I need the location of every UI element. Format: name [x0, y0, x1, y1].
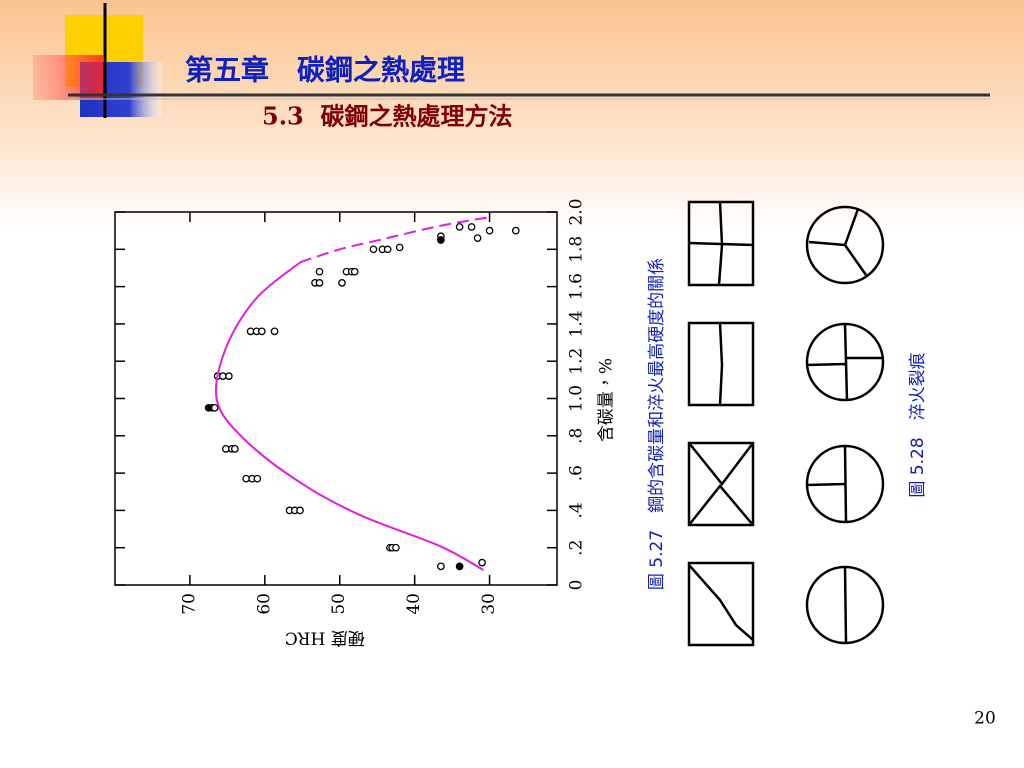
data-point	[338, 279, 346, 287]
x-tick-label: 1.6	[567, 273, 587, 300]
x-tick-label: .6	[567, 465, 587, 481]
y-tick-label: 40	[404, 593, 424, 615]
data-point	[315, 267, 324, 276]
data-point	[511, 226, 520, 235]
x-axis-label: 含碳量，%	[597, 358, 617, 442]
figure-caption: 圖 5.28 淬火裂痕	[908, 352, 928, 497]
logo	[33, 3, 990, 118]
x-tick-label: 2.0	[567, 198, 587, 225]
data-point	[437, 562, 445, 571]
data-point	[455, 223, 464, 231]
data-point	[395, 243, 404, 252]
crack-illustrations	[687, 200, 885, 647]
data-point	[437, 236, 445, 244]
data-point	[383, 245, 392, 254]
data-point	[350, 267, 359, 276]
chart: 0 .2 .4 .6 .8 1.0 1.2 1.4 1.6 1.8 2.0 70 60 50 40 30 含碳量…	[114, 198, 617, 648]
data-point	[369, 245, 378, 254]
data-point	[467, 223, 476, 231]
data-point	[257, 327, 266, 336]
x-tick-label: 1.4	[567, 310, 587, 337]
y-tick-label: 50	[329, 593, 349, 615]
data-point	[231, 445, 239, 453]
x-tick-label: 1.8	[567, 236, 587, 263]
data-point	[455, 562, 464, 571]
data-point	[253, 474, 262, 483]
x-tick-label: 0	[567, 580, 587, 591]
figure-caption: 圖 5.27 鋼的含碳量和淬火最高硬度的關係	[646, 258, 667, 590]
data-point	[485, 226, 494, 235]
fit-curve	[214, 261, 485, 571]
data-point	[204, 403, 213, 412]
x-tick-label: .8	[567, 428, 587, 444]
x-tick-label: 1.2	[567, 348, 587, 375]
x-tick-label: .4	[567, 502, 587, 518]
x-tick-label: 1.0	[567, 385, 587, 412]
data-point	[473, 234, 482, 242]
data-point	[315, 279, 324, 287]
y-tick-label: 30	[479, 593, 499, 615]
subtitle: 5.3 碳鋼之熱處理方法	[262, 102, 512, 131]
data-point	[478, 558, 486, 567]
data-point	[270, 327, 279, 336]
title: 第五章 碳鋼之熱處理	[185, 54, 465, 87]
data-point	[296, 506, 304, 515]
y-tick-label: 60	[254, 593, 274, 615]
x-tick-label: .2	[567, 540, 587, 556]
y-axis-label: 硬度 HRC	[285, 628, 365, 648]
fit-curve	[299, 216, 488, 264]
data-point	[225, 372, 233, 380]
data-point	[392, 543, 400, 552]
page-number: 20	[974, 709, 996, 729]
y-tick-label: 70	[179, 593, 199, 615]
